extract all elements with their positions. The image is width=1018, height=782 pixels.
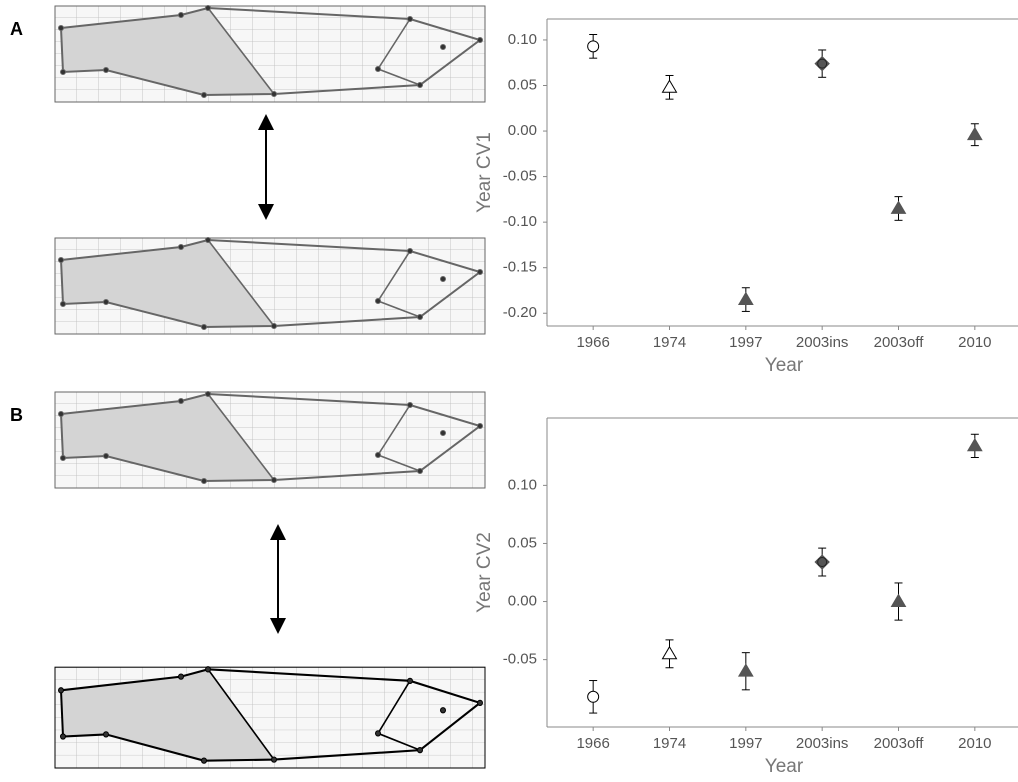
y-axis-title: Year CV2: [474, 532, 495, 613]
marker-ring: [817, 58, 828, 69]
y-tick-label: 0.10: [508, 476, 537, 493]
x-tick-label: 1966: [576, 334, 609, 351]
shape-top-b: [54, 390, 486, 489]
y-tick-label: 0.00: [508, 122, 537, 139]
y-tick-label: 0.00: [508, 593, 537, 610]
marker-ring: [817, 557, 828, 568]
y-tick-label: 0.10: [508, 31, 537, 48]
marker: [966, 126, 983, 141]
x-tick-label: 2010: [958, 735, 991, 752]
marker: [966, 437, 983, 452]
x-tick-label: 1997: [729, 334, 762, 351]
shape-bottom-a: [54, 236, 486, 335]
panel-label: A: [10, 19, 23, 39]
y-tick-label: -0.05: [503, 168, 537, 185]
x-tick-label: 2010: [958, 334, 991, 351]
y-axis-title: Year CV1: [474, 132, 495, 213]
x-axis-title: Year: [765, 355, 804, 376]
marker: [737, 291, 754, 305]
x-axis-title: Year: [765, 756, 804, 777]
panel-label: B: [10, 405, 23, 425]
marker: [661, 79, 678, 93]
x-tick-label: 2003ins: [796, 334, 849, 351]
marker: [737, 663, 754, 677]
x-tick-label: 1974: [653, 735, 686, 752]
marker: [587, 40, 600, 53]
marker: [587, 690, 600, 703]
shape-bottom-b: [53, 665, 487, 770]
x-tick-label: 2003ins: [796, 735, 849, 752]
x-tick-label: 2003off: [874, 334, 925, 351]
marker: [890, 593, 907, 607]
x-tick-label: 1966: [576, 735, 609, 752]
y-tick-label: -0.05: [503, 651, 537, 668]
x-tick-label: 2003off: [874, 735, 925, 752]
x-tick-label: 1997: [729, 735, 762, 752]
y-tick-label: -0.20: [503, 304, 537, 321]
y-tick-label: -0.15: [503, 259, 537, 276]
marker: [890, 200, 907, 214]
y-tick-label: 0.05: [508, 534, 537, 551]
y-tick-label: 0.05: [508, 76, 537, 93]
y-tick-label: -0.10: [503, 213, 537, 230]
x-tick-label: 1974: [653, 334, 686, 351]
marker: [661, 645, 678, 660]
shape-top-a: [54, 4, 486, 103]
